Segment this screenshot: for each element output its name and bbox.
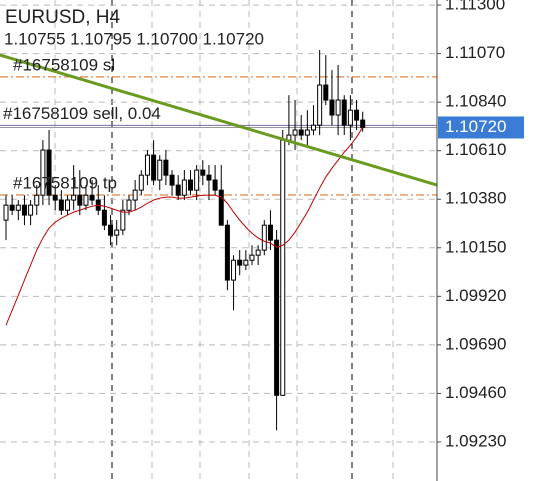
candle-body — [144, 154, 150, 176]
trend-line — [0, 53, 438, 187]
candle-body — [132, 189, 138, 201]
candle-body — [341, 99, 347, 126]
order-label: #16758109 sell, 0.04 — [3, 104, 161, 123]
y-tick-label: 1.10150 — [445, 237, 506, 256]
candle-body — [304, 129, 310, 136]
chart-title: EURUSD, H4 — [5, 7, 121, 28]
candle-body — [77, 194, 83, 206]
moving-average — [5, 126, 364, 326]
candle-body — [280, 139, 286, 396]
candle-body — [194, 169, 200, 191]
order-label: #16758109 tp — [13, 174, 117, 193]
candle-body — [34, 194, 40, 206]
plot-layer — [0, 4, 438, 443]
candle-body — [65, 199, 70, 211]
candle-body — [40, 149, 46, 196]
candle-body — [71, 194, 77, 201]
candle-body — [28, 204, 34, 216]
vertical-grid — [54, 0, 394, 481]
candle-body — [89, 194, 95, 201]
candle-body — [323, 84, 329, 101]
candle-body — [15, 204, 21, 211]
y-tick-label: 1.10380 — [445, 189, 506, 208]
candle-body — [175, 184, 181, 196]
candle-body — [181, 179, 187, 196]
candle-body — [9, 204, 15, 211]
candle-body — [212, 179, 218, 191]
candle-body — [329, 99, 335, 116]
candle-body — [311, 124, 316, 131]
candle-body — [169, 174, 175, 186]
candle-body — [108, 224, 114, 236]
candle-body — [52, 194, 58, 201]
y-tick-label: 1.09460 — [445, 383, 506, 402]
candle-body — [274, 239, 280, 396]
candle-body — [243, 259, 249, 266]
y-tick-label: 1.09920 — [445, 286, 506, 305]
candle-body — [249, 254, 255, 261]
candle-body — [126, 199, 132, 211]
y-tick-label: 1.09690 — [445, 334, 506, 353]
candle-body — [224, 224, 230, 281]
candle-body — [218, 189, 224, 226]
candle-body — [157, 159, 163, 181]
candle-body — [237, 259, 243, 266]
candle-body — [151, 154, 157, 181]
candle-body — [206, 174, 212, 181]
period-separators — [111, 0, 353, 481]
y-tick-label: 1.10610 — [445, 140, 506, 159]
candle-body — [298, 129, 304, 136]
candle-body — [354, 109, 360, 121]
candle-body — [138, 174, 144, 191]
candle-body — [101, 209, 107, 226]
y-tick-label: 1.10840 — [445, 92, 506, 111]
candle-body — [58, 199, 64, 211]
candle-body — [114, 229, 120, 236]
bid-price-label: 1.10720 — [445, 117, 506, 136]
candle-body — [120, 209, 126, 231]
candle-body — [292, 129, 298, 136]
candle-body — [163, 159, 169, 176]
candle-body — [317, 84, 323, 126]
bid-price-box — [438, 116, 524, 139]
candle-body — [83, 194, 89, 206]
candle-body — [231, 259, 237, 281]
candle-body — [255, 249, 261, 256]
candle-body — [261, 224, 267, 251]
candle-body — [335, 99, 341, 116]
y-tick-label: 1.11300 — [445, 0, 505, 14]
candle-body — [347, 109, 353, 126]
y-tick-label: 1.09230 — [445, 431, 506, 450]
y-tick-label: 1.11070 — [445, 43, 505, 62]
candle-body — [21, 204, 27, 216]
order-label: #16758109 sl — [13, 55, 115, 74]
ohlc-readout: 1.10755 1.10795 1.10700 1.10720 — [4, 29, 264, 48]
candle-body — [200, 169, 206, 176]
candle-body — [3, 204, 9, 221]
candle-body — [360, 119, 366, 128]
candle-body — [267, 224, 273, 241]
candle-body — [46, 149, 52, 196]
candle-body — [188, 179, 193, 191]
